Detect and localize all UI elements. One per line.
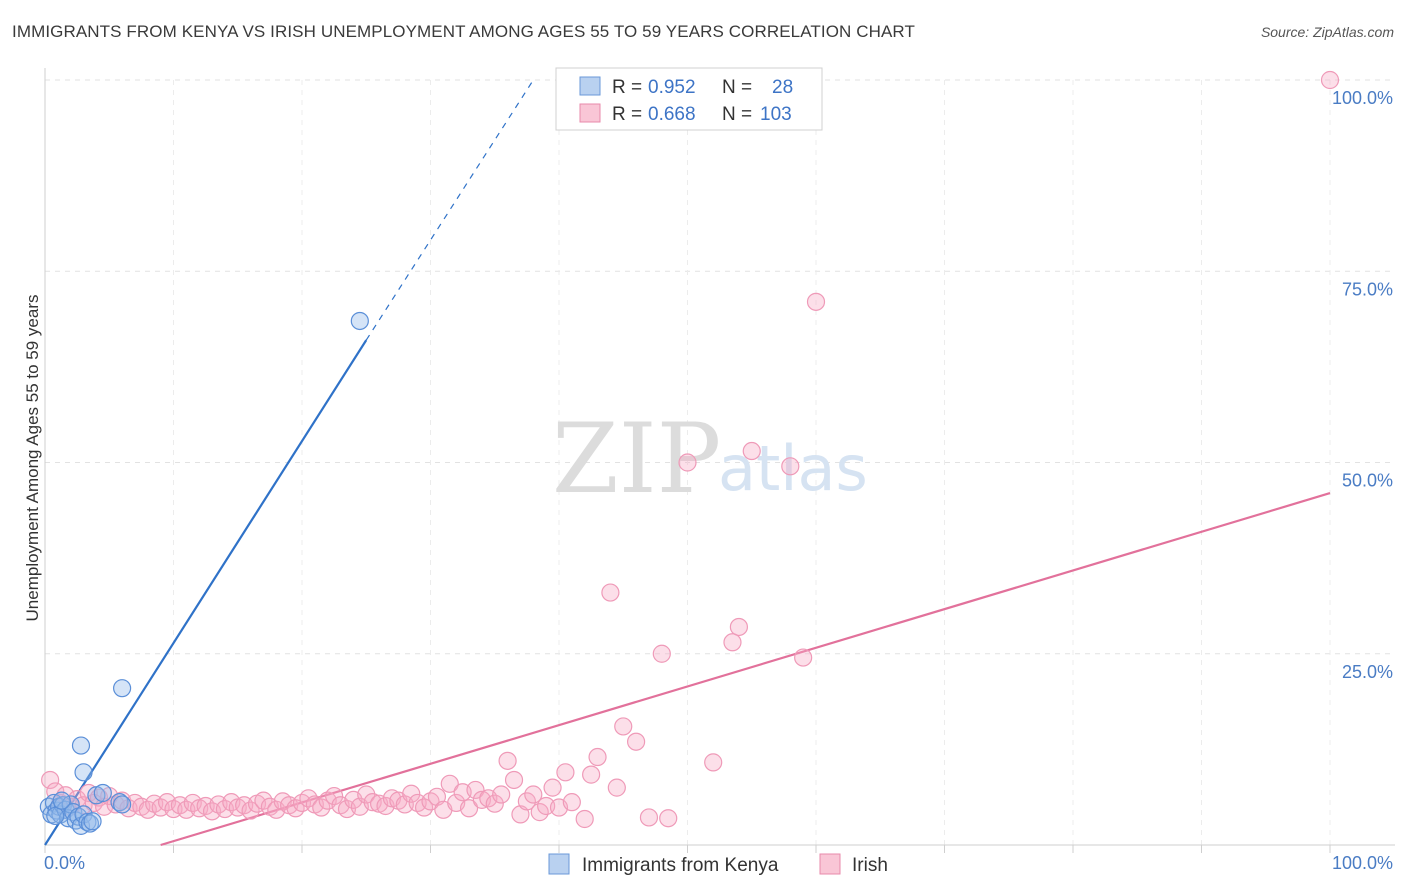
data-points — [39, 70, 1340, 835]
irish-point — [723, 633, 742, 652]
irish-point — [504, 770, 524, 790]
irish-point — [614, 717, 633, 736]
irish-trendline — [160, 492, 1331, 847]
bottom-legend-irish-label: Irish — [852, 855, 888, 876]
bottom-legend-kenya-label: Immigrants from Kenya — [582, 855, 779, 876]
y-tick-label: 50.0% — [1342, 471, 1393, 491]
kenya-point — [71, 736, 91, 755]
y-tick-label: 75.0% — [1342, 279, 1393, 299]
irish-point — [639, 808, 659, 827]
y-tick-label: 25.0% — [1342, 662, 1393, 682]
irish-point — [575, 809, 594, 829]
irish-point — [562, 793, 581, 812]
chart-title: IMMIGRANTS FROM KENYA VS IRISH UNEMPLOYM… — [12, 22, 915, 41]
kenya-point — [350, 311, 369, 331]
axes — [44, 68, 1395, 853]
legend-kenya-n-label: N = — [722, 77, 752, 98]
legend-irish-n-label: N = — [722, 104, 752, 125]
kenya-point — [83, 812, 102, 831]
watermark-zip: ZIP — [552, 403, 721, 515]
kenya-point — [80, 814, 100, 833]
irish-point — [517, 792, 536, 811]
legend-irish-r-label: R = — [612, 104, 642, 125]
irish-point — [498, 751, 517, 770]
legend-irish-n-value: 103 — [760, 104, 792, 125]
watermark-atlas: atlas — [718, 432, 868, 505]
x-tick-labels: 0.0% 100.0% — [44, 853, 1393, 873]
irish-point — [652, 644, 671, 663]
legend-kenya-swatch — [579, 76, 601, 96]
irish-point — [421, 792, 440, 811]
kenya-point — [112, 679, 132, 698]
kenya-point — [112, 795, 132, 814]
irish-point — [582, 765, 601, 784]
irish-point — [466, 780, 485, 800]
irish-point — [626, 732, 646, 751]
irish-point — [781, 457, 800, 476]
irish-point — [402, 784, 421, 803]
irish-point — [607, 778, 626, 797]
legend: R = 0.952 N = 28 R = 0.668 N = 103 — [555, 67, 823, 131]
irish-point — [492, 785, 511, 804]
irish-point — [325, 786, 344, 806]
irish-point — [659, 809, 678, 828]
y-axis-label: Unemployment Among Ages 55 to 59 years — [23, 295, 42, 622]
irish-point — [588, 747, 607, 767]
kenya-point — [74, 763, 93, 782]
irish-point — [1320, 70, 1340, 90]
irish-point — [704, 753, 723, 772]
kenya-point — [93, 783, 112, 803]
irish-point — [543, 778, 562, 797]
irish-point — [729, 617, 749, 637]
legend-irish-swatch — [579, 103, 601, 123]
irish-point — [556, 763, 575, 782]
irish-point — [440, 774, 459, 793]
irish-point — [485, 794, 504, 813]
legend-irish-r-value: 0.668 — [648, 104, 696, 125]
legend-kenya-r-label: R = — [612, 77, 642, 98]
irish-point — [41, 770, 60, 790]
y-tick-labels: 25.0% 50.0% 75.0% 100.0% — [1332, 88, 1393, 682]
irish-point — [806, 292, 826, 311]
legend-kenya-r-value: 0.952 — [648, 77, 696, 98]
y-tick-label: 100.0% — [1332, 88, 1393, 108]
bottom-legend-irish-swatch — [819, 853, 841, 875]
trendlines — [44, 79, 1331, 847]
chart-source: Source: ZipAtlas.com — [1260, 24, 1394, 40]
kenya-trendline-extension — [365, 79, 534, 341]
irish-point — [241, 801, 260, 820]
irish-point — [312, 798, 331, 817]
kenya-point — [110, 793, 129, 812]
irish-point — [459, 799, 479, 818]
grid-lines — [45, 79, 1395, 845]
x-tick-label: 0.0% — [44, 853, 85, 873]
bottom-legend-kenya-swatch — [548, 853, 570, 875]
irish-point — [794, 648, 813, 667]
kenya-point — [46, 806, 65, 826]
legend-kenya-n-value: 28 — [772, 77, 793, 98]
bottom-legend: Immigrants from Kenya Irish — [548, 853, 888, 876]
irish-point — [678, 453, 697, 472]
irish-point — [742, 441, 761, 461]
irish-point — [46, 782, 65, 801]
kenya-trendline — [44, 339, 368, 846]
kenya-point — [52, 791, 71, 810]
irish-point — [524, 785, 543, 804]
irish-point — [601, 583, 620, 602]
x-tick-label: 100.0% — [1332, 853, 1393, 873]
